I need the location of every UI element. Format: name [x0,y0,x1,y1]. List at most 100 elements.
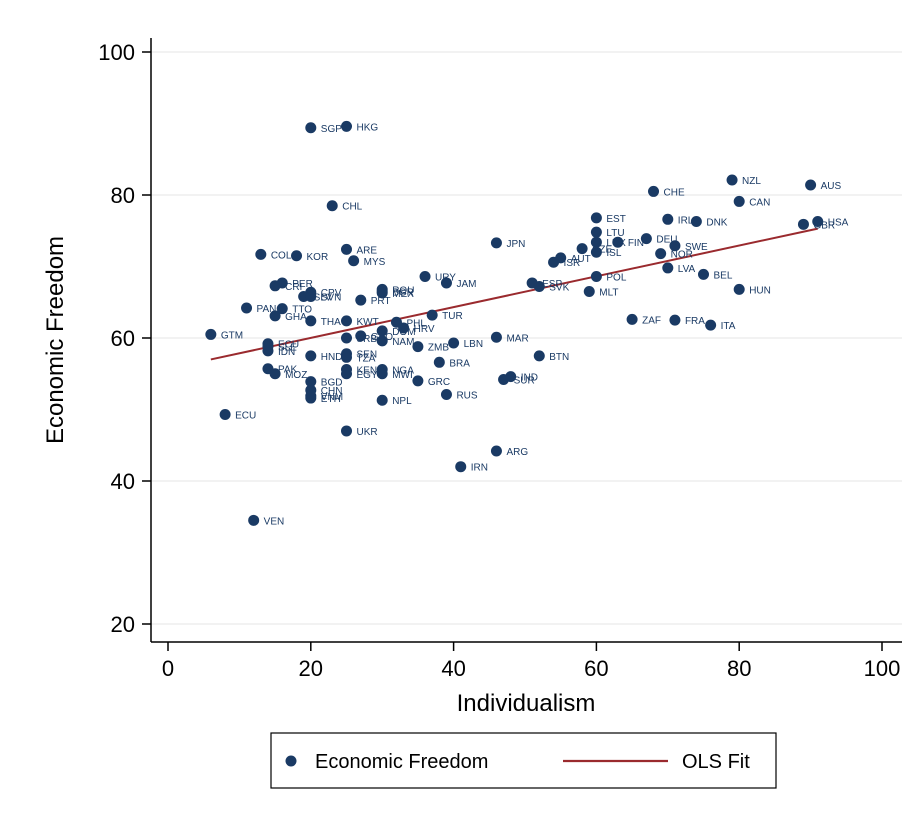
point-label: HND [321,352,343,363]
data-point [698,269,709,280]
point-label: KOR [307,252,329,263]
point-label: IRN [471,463,488,474]
data-point [669,315,680,326]
data-point [341,368,352,379]
data-point [255,249,266,260]
data-point [548,257,559,268]
point-label: MEX [392,289,414,300]
point-label: GHA [285,312,307,323]
data-point [420,271,431,282]
data-point [441,389,452,400]
y-axis-title: Economic Freedom [42,236,69,444]
y-tick-label: 80 [111,183,135,208]
legend: Economic Freedom OLS Fit [271,733,776,788]
data-point [341,425,352,436]
point-label: ECU [235,411,256,422]
data-point [534,350,545,361]
legend-label-fit: OLS Fit [682,751,750,773]
point-label: FRA [685,316,705,327]
point-label: VEN [264,516,285,527]
data-point [355,295,366,306]
data-point [305,393,316,404]
point-label: THA [321,317,341,328]
data-point [305,122,316,133]
data-point [798,219,809,230]
point-label: SVK [549,283,569,294]
point-label: USA [828,217,849,228]
point-label: ISR [564,258,581,269]
point-label: HKG [357,122,379,133]
data-point [262,345,273,356]
y-tick-label: 60 [111,326,135,351]
point-label: GRC [428,377,450,388]
point-label: GTM [221,330,243,341]
data-point [734,196,745,207]
x-ticks: 0 20 40 60 80 100 [162,642,900,681]
point-label: CAN [749,197,770,208]
point-label: LBN [464,339,483,350]
data-point [662,214,673,225]
data-point [627,314,638,325]
data-point [341,244,352,255]
data-point [577,243,588,254]
point-label: SUR [514,375,535,386]
data-point [341,121,352,132]
point-label: IRL [678,215,694,226]
point-label: ARG [506,447,528,458]
point-label: DNK [706,217,727,228]
data-point [348,255,359,266]
point-label: LVA [678,264,696,275]
point-label: CHE [664,187,685,198]
point-label: MWI [392,370,413,381]
point-label: MYS [364,257,386,268]
data-point [591,271,602,282]
point-label: ISL [606,248,621,259]
point-label: JPN [506,239,525,250]
data-point [327,200,338,211]
x-tick-label: 100 [864,656,901,681]
y-tick-label: 100 [98,40,135,65]
y-tick-label: 20 [111,612,135,637]
point-label: PRT [371,296,391,307]
point-label: ZAF [642,315,661,326]
data-point [270,280,281,291]
data-point [305,315,316,326]
y-ticks: 20 40 60 80 100 [98,40,151,637]
point-label: SGP [321,124,342,135]
point-label: URY [435,273,456,284]
point-label: JAM [456,279,476,290]
data-point [705,320,716,331]
x-tick-label: 60 [584,656,608,681]
point-label: BEL [714,270,733,281]
data-point [491,445,502,456]
point-label: ITA [721,321,736,332]
point-label: AUS [821,181,842,192]
point-label: EGY [357,370,378,381]
point-label: NZL [742,176,761,187]
point-label: MLT [599,288,618,299]
data-point [491,237,502,248]
data-point [341,315,352,326]
data-point [662,262,673,273]
point-label: GEO [371,332,393,343]
data-point [205,329,216,340]
point-label: MAR [506,333,528,344]
point-label: KWT [357,317,379,328]
data-point [377,368,388,379]
x-tick-label: 40 [441,656,465,681]
point-label: DEU [656,235,677,246]
point-label: BRA [449,358,470,369]
x-tick-label: 0 [162,656,174,681]
point-label: IDN [278,347,295,358]
point-label: EST [606,214,625,225]
point-label: PAN [257,304,277,315]
data-point [377,395,388,406]
point-label: UKR [357,427,378,438]
point-label: NOR [671,250,693,261]
point-label: CRI [285,282,302,293]
point-label: COL [271,250,292,261]
data-point [341,352,352,363]
point-label: BTN [549,352,569,363]
